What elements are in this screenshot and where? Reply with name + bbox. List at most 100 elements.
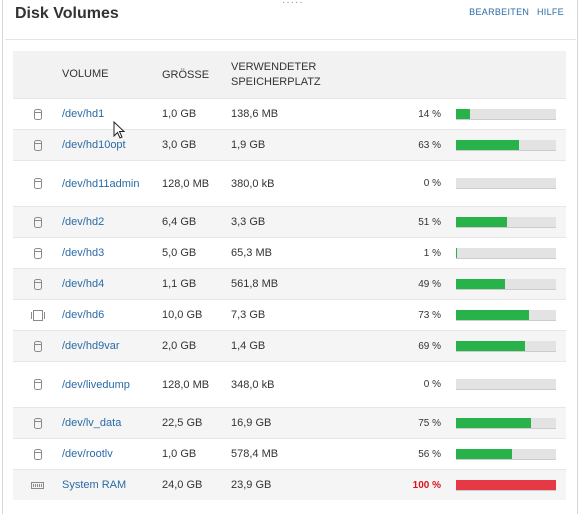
usage-bar-fill (456, 139, 519, 150)
row-bar-cell (456, 361, 566, 408)
row-percent: 63 % (401, 129, 456, 161)
row-size: 1,1 GB (162, 268, 231, 300)
row-percent: 14 % (401, 98, 456, 130)
header-percent (401, 51, 456, 99)
header-size[interactable]: GRÖSSE (162, 51, 231, 99)
row-percent: 100 % (401, 469, 456, 500)
volume-link[interactable]: /dev/lv_data (62, 417, 122, 429)
percent-value: 100 % (412, 479, 441, 491)
table-row[interactable]: /dev/hd11admin 128,0 MB 380,0 kB 0 % (13, 160, 566, 207)
row-size: 24,0 GB (162, 469, 231, 500)
row-icon-cell (13, 237, 62, 269)
row-volume-cell: /dev/livedump (62, 361, 162, 408)
usage-bar-fill (456, 340, 525, 351)
usage-bar (456, 448, 556, 460)
table-row[interactable]: /dev/hd3 5,0 GB 65,3 MB 1 % (13, 237, 566, 269)
disk-icon (33, 178, 42, 190)
help-link[interactable]: HILFE (536, 7, 564, 17)
row-volume-cell: /dev/rootlv (62, 438, 162, 470)
volume-link[interactable]: System RAM (62, 479, 127, 491)
row-volume-cell: /dev/hd9var (62, 330, 162, 362)
table-row[interactable]: /dev/hd1 1,0 GB 138,6 MB 14 % (13, 98, 566, 130)
table-row[interactable]: /dev/hd2 6,4 GB 3,3 GB 51 % (13, 206, 566, 238)
volume-link[interactable]: /dev/hd9var (62, 340, 120, 352)
percent-value: 56 % (418, 448, 441, 460)
row-bar-cell (456, 98, 566, 130)
disk-icon (33, 340, 42, 352)
volume-link[interactable]: /dev/livedump (62, 378, 130, 391)
usage-bar (456, 417, 556, 429)
header-volume[interactable]: VOLUME (62, 51, 162, 99)
row-icon-cell (13, 330, 62, 362)
row-size: 6,4 GB (162, 206, 231, 238)
usage-bar (456, 278, 556, 290)
volume-link[interactable]: /dev/hd2 (62, 216, 105, 228)
row-icon-cell (13, 268, 62, 300)
row-size: 5,0 GB (162, 237, 231, 269)
mouse-cursor-icon (113, 121, 126, 139)
usage-bar-fill (456, 479, 556, 490)
usage-bar (456, 178, 556, 189)
percent-value: 73 % (418, 309, 441, 321)
row-percent: 73 % (401, 299, 456, 331)
drag-handle[interactable]: ····· (282, 0, 304, 8)
header-used[interactable]: VERWENDETER SPEICHERPLATZ (231, 51, 401, 99)
table-row[interactable]: /dev/lv_data 22,5 GB 16,9 GB 75 % (13, 407, 566, 439)
usage-bar-fill (456, 108, 470, 119)
row-volume-cell: /dev/hd6 (62, 299, 162, 331)
row-bar-cell (456, 160, 566, 207)
row-icon-cell (13, 206, 62, 238)
row-volume-cell: /dev/hd1 (62, 98, 162, 130)
row-volume-cell: /dev/hd2 (62, 206, 162, 238)
percent-value: 63 % (418, 139, 441, 151)
row-bar-cell (456, 330, 566, 362)
percent-value: 0 % (423, 178, 441, 189)
edit-link[interactable]: BEARBEITEN (469, 7, 530, 17)
row-used: 380,0 kB (231, 160, 401, 207)
disk-icon (33, 247, 42, 259)
disk-icon (33, 379, 42, 391)
row-used: 23,9 GB (231, 469, 401, 500)
row-percent: 69 % (401, 330, 456, 362)
volume-link[interactable]: /dev/hd11admin (62, 177, 140, 190)
usage-bar (456, 216, 556, 228)
table-row[interactable]: /dev/hd6 10,0 GB 7,3 GB 73 % (13, 299, 566, 331)
percent-value: 1 % (423, 247, 441, 259)
row-icon-cell (13, 160, 62, 207)
table-row[interactable]: /dev/hd10opt 3,0 GB 1,9 GB 63 % (13, 129, 566, 161)
row-used: 578,4 MB (231, 438, 401, 470)
percent-value: 75 % (418, 417, 441, 429)
row-size: 10,0 GB (162, 299, 231, 331)
header-icon-cell (13, 51, 62, 99)
percent-value: 49 % (418, 278, 441, 290)
table-row[interactable]: /dev/hd9var 2,0 GB 1,4 GB 69 % (13, 330, 566, 362)
volume-link[interactable]: /dev/hd1 (62, 108, 105, 120)
row-bar-cell (456, 237, 566, 269)
row-icon-cell (13, 438, 62, 470)
table-row[interactable]: /dev/rootlv 1,0 GB 578,4 MB 56 % (13, 438, 566, 470)
volume-link[interactable]: /dev/hd4 (62, 278, 105, 290)
usage-bar (456, 139, 556, 151)
table-body: /dev/hd1 1,0 GB 138,6 MB 14 % /dev/hd10o… (13, 98, 566, 500)
ram-icon (31, 481, 44, 489)
usage-bar-fill (456, 417, 531, 428)
volume-link[interactable]: /dev/rootlv (62, 448, 113, 460)
volume-link[interactable]: /dev/hd6 (62, 309, 105, 321)
table-row[interactable]: /dev/livedump 128,0 MB 348,0 kB 0 % (13, 361, 566, 408)
row-volume-cell: /dev/hd11admin (62, 160, 162, 207)
row-size: 2,0 GB (162, 330, 231, 362)
row-volume-cell: /dev/hd10opt (62, 129, 162, 161)
row-bar-cell (456, 129, 566, 161)
volume-link[interactable]: /dev/hd3 (62, 247, 105, 259)
row-size: 1,0 GB (162, 98, 231, 130)
table-row[interactable]: System RAM 24,0 GB 23,9 GB 100 % (13, 469, 566, 500)
row-size: 128,0 MB (162, 361, 231, 408)
row-used: 65,3 MB (231, 237, 401, 269)
usage-bar-fill (456, 216, 507, 227)
usage-bar-fill (456, 309, 529, 320)
row-volume-cell: /dev/lv_data (62, 407, 162, 439)
volume-link[interactable]: /dev/hd10opt (62, 139, 126, 151)
row-bar-cell (456, 299, 566, 331)
table-row[interactable]: /dev/hd4 1,1 GB 561,8 MB 49 % (13, 268, 566, 300)
row-percent: 51 % (401, 206, 456, 238)
